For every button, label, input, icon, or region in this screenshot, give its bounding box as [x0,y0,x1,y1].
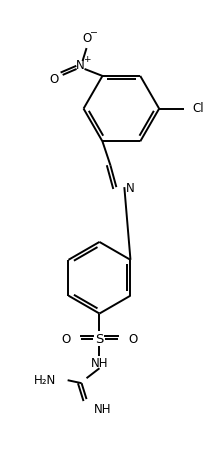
Text: H₂N: H₂N [33,374,56,387]
Text: −: − [90,27,98,37]
Text: O: O [82,32,91,44]
Text: NH: NH [91,357,108,370]
Text: O: O [49,73,58,87]
Text: +: + [83,55,90,64]
Text: N: N [126,182,135,195]
Text: Cl: Cl [192,102,204,115]
Text: S: S [95,333,104,346]
Text: NH: NH [94,403,111,415]
Text: N: N [76,60,85,72]
Text: O: O [128,333,138,346]
Text: O: O [61,333,71,346]
